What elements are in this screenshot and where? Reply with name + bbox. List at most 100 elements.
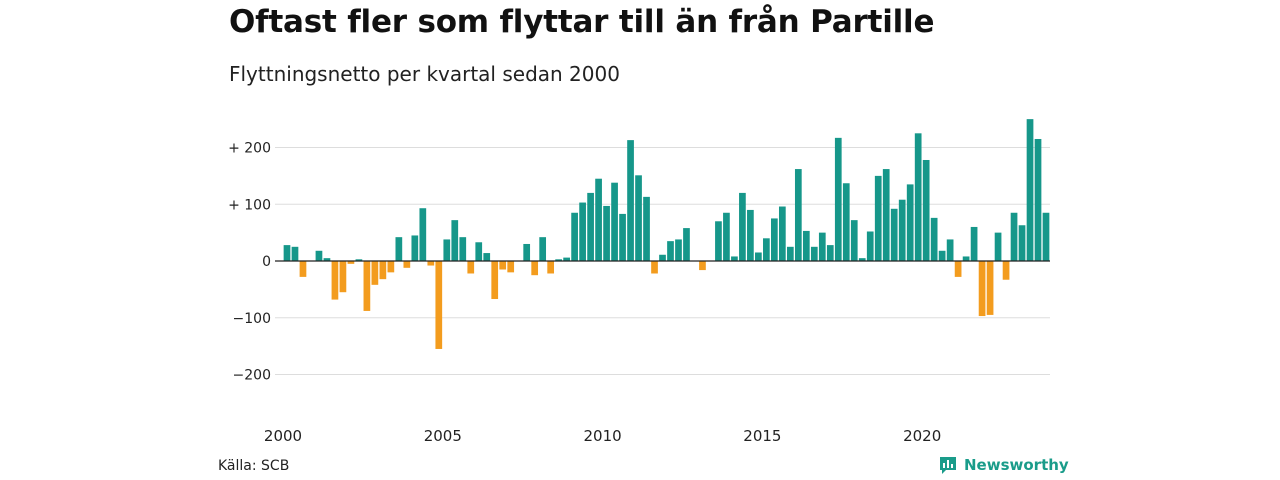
bar-negative <box>403 261 411 268</box>
bar-negative <box>986 261 994 315</box>
bar-positive <box>794 169 802 261</box>
bar-positive <box>475 242 483 261</box>
bar-positive <box>882 169 890 261</box>
bar-positive <box>930 217 938 261</box>
bar-positive <box>858 258 866 261</box>
bar-positive <box>323 258 331 261</box>
bar-positive <box>786 246 794 261</box>
bar-positive <box>747 209 754 261</box>
bar-negative <box>379 261 387 280</box>
bar-negative <box>651 261 658 274</box>
bar-positive <box>1026 119 1034 262</box>
brand-logo[interactable]: Newsworthy <box>938 455 1069 475</box>
bar-positive <box>291 246 299 261</box>
x-axis-ticks: 2000 2005 2010 2015 2020 <box>264 427 941 445</box>
source-note: Källa: SCB <box>218 458 290 474</box>
bar-positive <box>523 243 531 261</box>
bar-positive <box>483 253 491 261</box>
bar-positive <box>834 137 842 261</box>
bar-negative <box>491 261 499 300</box>
bar-positive <box>994 232 1002 262</box>
bar-positive <box>635 175 642 261</box>
chart-title: Oftast fler som flyttar till än från Par… <box>229 4 935 40</box>
bar-positive <box>723 212 730 261</box>
bar-negative <box>371 261 379 285</box>
bar-negative <box>531 261 539 276</box>
newsworthy-logo-icon <box>940 457 956 474</box>
bar-positive <box>1010 212 1018 261</box>
bar-positive <box>611 182 618 261</box>
x-tick-label: 2005 <box>424 427 462 445</box>
bar-positive <box>739 192 746 261</box>
bar-positive <box>715 221 722 261</box>
bar-positive <box>874 175 882 262</box>
bar-positive <box>411 235 419 261</box>
bar-negative <box>978 261 986 317</box>
bar-positive <box>970 226 978 261</box>
y-tick-label: −200 <box>233 368 271 384</box>
bar-positive <box>922 159 930 261</box>
bar-negative <box>299 261 307 277</box>
bar-positive <box>755 252 762 261</box>
bar-positive <box>563 257 570 261</box>
bar-positive <box>683 228 690 261</box>
bar-positive <box>555 259 562 261</box>
y-axis-ticks: + 200 + 100 0 −100 −200 <box>228 141 271 384</box>
bar-negative <box>363 261 371 311</box>
bar-negative <box>347 261 355 264</box>
bar-positive <box>355 259 363 261</box>
chart-subtitle: Flyttningsnetto per kvartal sedan 2000 <box>229 62 620 86</box>
bar-positive <box>771 218 778 261</box>
y-tick-label: + 200 <box>228 141 271 157</box>
bar-positive <box>539 237 547 261</box>
bar-positive <box>842 183 850 261</box>
y-tick-label: + 100 <box>228 197 271 213</box>
bar-positive <box>1018 225 1026 261</box>
x-tick-label: 2015 <box>743 427 781 445</box>
bar-positive <box>946 239 954 261</box>
bar-positive <box>587 192 594 261</box>
bar-positive <box>619 213 626 261</box>
bar-negative <box>547 261 555 274</box>
y-tick-label: 0 <box>262 254 271 270</box>
bar-negative <box>435 261 443 349</box>
bar-positive <box>443 239 451 261</box>
bar-positive <box>763 238 770 261</box>
bar-positive <box>890 208 898 261</box>
brand-name: Newsworthy <box>964 456 1069 474</box>
bar-positive <box>850 220 858 261</box>
x-tick-label: 2010 <box>583 427 621 445</box>
bar-positive <box>914 133 922 261</box>
bar-positive <box>667 241 674 261</box>
bar-negative <box>699 261 706 271</box>
bar-positive <box>826 245 834 261</box>
x-tick-label: 2020 <box>903 427 941 445</box>
bar-positive <box>451 220 459 261</box>
y-tick-label: −100 <box>233 311 271 327</box>
bar-positive <box>643 196 650 261</box>
bar-positive <box>778 206 786 261</box>
bar-positive <box>571 212 578 261</box>
bar-negative <box>467 261 475 274</box>
bar-positive <box>731 256 738 261</box>
bar-negative <box>499 261 507 270</box>
bar-negative <box>427 261 435 266</box>
bar-positive <box>810 246 818 261</box>
bar-negative <box>387 261 395 273</box>
bar-positive <box>603 205 610 261</box>
bar-positive <box>898 199 906 261</box>
bar-positive <box>419 208 427 261</box>
bar-positive <box>962 256 970 261</box>
bar-positive <box>595 178 602 261</box>
bar-positive <box>627 140 634 261</box>
bar-positive <box>459 237 467 261</box>
bar-positive <box>938 250 946 261</box>
bar-positive <box>579 202 586 261</box>
bar-positive <box>675 239 682 261</box>
bar-negative <box>507 261 515 273</box>
bar-positive <box>283 245 291 261</box>
bar-negative <box>1002 261 1010 280</box>
bar-positive <box>802 230 810 261</box>
bar-negative <box>331 261 339 300</box>
